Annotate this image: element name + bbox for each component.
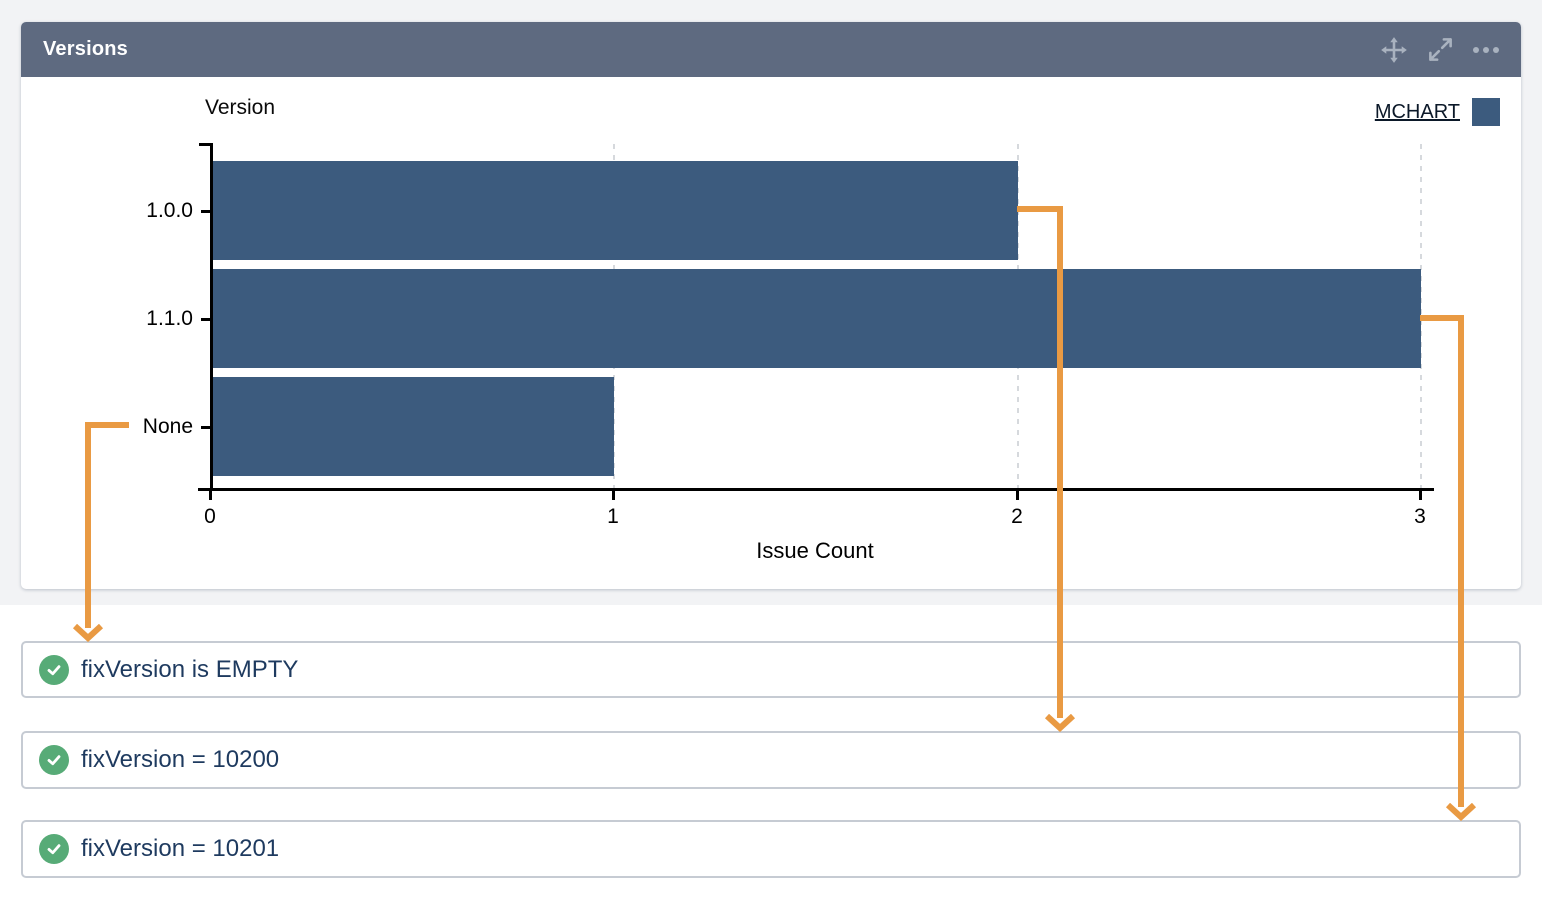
x-tick-label: 1 [607, 505, 619, 528]
chart-legend: MCHART [1375, 98, 1500, 126]
x-axis-title: Issue Count [756, 538, 874, 563]
x-tick-mark [209, 489, 212, 500]
filter-row-10201[interactable]: fixVersion = 10201 [21, 820, 1521, 878]
category-label: 1.1.0 [146, 307, 193, 330]
x-tick-mark [1016, 489, 1019, 500]
legend-swatch [1472, 98, 1500, 126]
y-tick-mark [201, 318, 210, 321]
x-tick-mark [1419, 489, 1422, 500]
x-tick-label: 2 [1011, 505, 1023, 528]
chart-title: Version [205, 96, 276, 119]
move-icon[interactable] [1379, 35, 1409, 65]
y-tick-mark [201, 426, 210, 429]
y-tick-mark [201, 210, 210, 213]
check-circle-icon [39, 834, 69, 864]
filter-row-10200[interactable]: fixVersion = 10200 [21, 731, 1521, 789]
check-circle-icon [39, 654, 69, 685]
x-tick-mark [612, 489, 615, 500]
category-label: 1.0.0 [146, 199, 193, 222]
arrow-None-arrowhead-icon [72, 624, 104, 642]
category-label: None [142, 415, 193, 438]
bar-1.0.0[interactable] [211, 161, 1018, 260]
arrow-1.0.0-arrowhead-icon [1044, 714, 1076, 732]
x-tick-label: 3 [1414, 505, 1426, 528]
x-tick-label: 0 [204, 505, 216, 528]
filter-label: fixVersion is EMPTY [81, 655, 299, 683]
x-axis-line [198, 488, 1434, 491]
expand-icon[interactable] [1425, 35, 1455, 65]
gadget-header: Versions [21, 22, 1521, 77]
more-options-icon[interactable] [1471, 35, 1501, 65]
y-axis-line [210, 143, 213, 491]
bar-1.1.0[interactable] [211, 269, 1421, 368]
filter-row-empty[interactable]: fixVersion is EMPTY [21, 641, 1521, 698]
gadget-title: Versions [43, 38, 128, 60]
bar-None[interactable] [211, 377, 614, 476]
legend-series-label[interactable]: MCHART [1374, 100, 1460, 123]
filter-label: fixVersion = 10200 [81, 746, 280, 773]
arrow-1.1.0-arrowhead-icon [1445, 803, 1477, 821]
y-axis-top-tick [199, 143, 210, 146]
filter-label: fixVersion = 10201 [81, 835, 280, 862]
gadget-header-actions [1379, 35, 1501, 65]
versions-gadget: Versions [21, 22, 1521, 589]
check-circle-icon [39, 745, 69, 775]
